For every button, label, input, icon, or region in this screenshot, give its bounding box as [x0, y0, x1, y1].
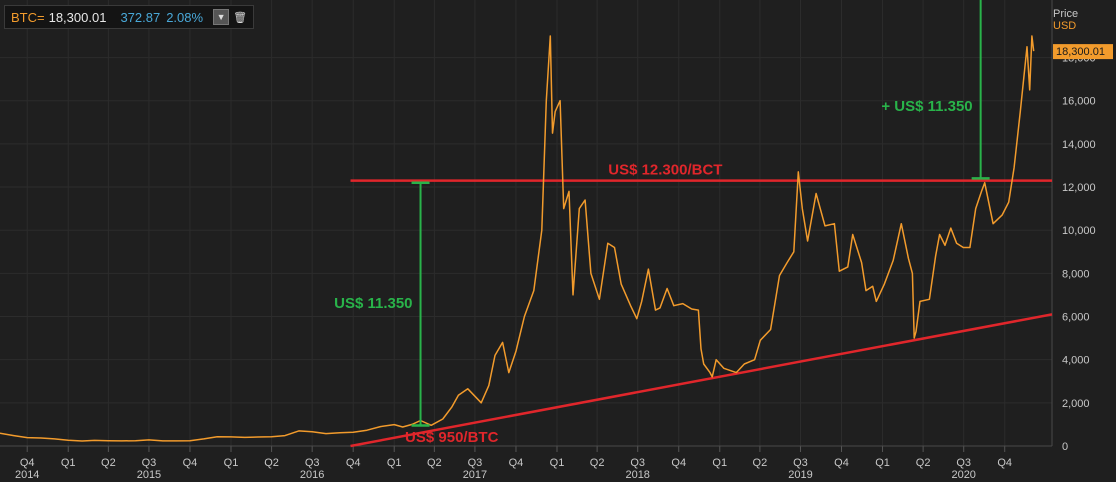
chevron-down-icon[interactable]: ▼: [213, 9, 230, 25]
green-range-label: + US$ 11.350: [881, 98, 972, 115]
x-tick-label: Q3: [468, 457, 483, 469]
x-tick-label: Q2: [916, 457, 931, 469]
y-tick-label: 0: [1062, 441, 1068, 453]
ticker-bar[interactable]: BTC= 18,300.01 372.87 2.08% ▼ 🗑: [4, 5, 255, 29]
support-label: US$ 950/BTC: [405, 429, 499, 446]
x-tick-label: Q1: [61, 457, 76, 469]
price-series: [0, 35, 1035, 442]
x-tick-label: Q4: [183, 457, 198, 469]
x-tick-label: Q4: [997, 457, 1012, 469]
x-tick-label: Q1: [712, 457, 727, 469]
x-tick-label: Q1: [224, 457, 239, 469]
green-annotations: [411, 0, 990, 427]
ticker-symbol: BTC=: [11, 9, 45, 25]
x-tick-label: Q3: [142, 457, 157, 469]
x-tick-label: Q4: [509, 457, 524, 469]
ticker-change: 372.87: [120, 9, 161, 25]
resistance-label: US$ 12.300/BCT: [608, 162, 722, 179]
x-year-label: 2016: [300, 469, 324, 481]
x-tick-label: Q3: [305, 457, 320, 469]
x-tick-label: Q2: [590, 457, 605, 469]
y-tick-label: 6,000: [1062, 312, 1090, 324]
y-axis-unit: USD: [1053, 20, 1076, 32]
x-year-label: 2020: [951, 469, 975, 481]
x-tick-label: Q3: [793, 457, 808, 469]
y-axis-title: Price: [1053, 8, 1078, 20]
x-year-label: 2017: [463, 469, 487, 481]
y-tick-label: 14,000: [1062, 139, 1096, 151]
x-tick-label: Q4: [834, 457, 849, 469]
grid-lines: [0, 0, 1052, 447]
x-year-label: 2015: [137, 469, 161, 481]
x-tick-label: Q1: [875, 457, 890, 469]
x-tick-label: Q1: [550, 457, 565, 469]
x-tick-label: Q1: [387, 457, 402, 469]
x-tick-label: Q2: [101, 457, 116, 469]
x-tick-label: Q4: [671, 457, 686, 469]
last-price-label: 18,300.01: [1056, 46, 1105, 58]
y-tick-label: 16,000: [1062, 96, 1096, 108]
x-year-label: 2019: [788, 469, 812, 481]
green-range-label: US$ 11.350: [334, 295, 412, 312]
annotation-labels: US$ 12.300/BCT US$ 950/BTC US$ 11.350 + US$…: [334, 98, 973, 446]
x-tick-label: Q2: [753, 457, 768, 469]
y-tick-label: 10,000: [1062, 225, 1096, 237]
price-line: [0, 35, 1035, 442]
x-tick-label: Q4: [346, 457, 361, 469]
y-axis-labels: Price USD: [1053, 8, 1078, 32]
ticker-last-price: 18,300.01: [48, 9, 107, 25]
y-tick-label: 4,000: [1062, 355, 1090, 367]
x-tick-label: Q3: [956, 457, 971, 469]
x-tick-label: Q2: [264, 457, 279, 469]
y-tick-label: 2,000: [1062, 398, 1090, 410]
x-tick-label: Q3: [630, 457, 645, 469]
last-price-box: [1053, 44, 1113, 60]
x-year-label: 2014: [15, 469, 39, 481]
trend-annotations: [350, 179, 1053, 448]
trash-icon[interactable]: 🗑: [233, 11, 248, 24]
y-tick-label: 12,000: [1062, 182, 1096, 194]
x-year-label: 2018: [625, 469, 649, 481]
x-tick-label: Q4: [20, 457, 35, 469]
support-trendline: [350, 313, 1053, 448]
y-tick-label: 8,000: [1062, 268, 1090, 280]
x-tick-label: Q2: [427, 457, 442, 469]
ticker-change-pct: 2.08%: [166, 9, 204, 25]
